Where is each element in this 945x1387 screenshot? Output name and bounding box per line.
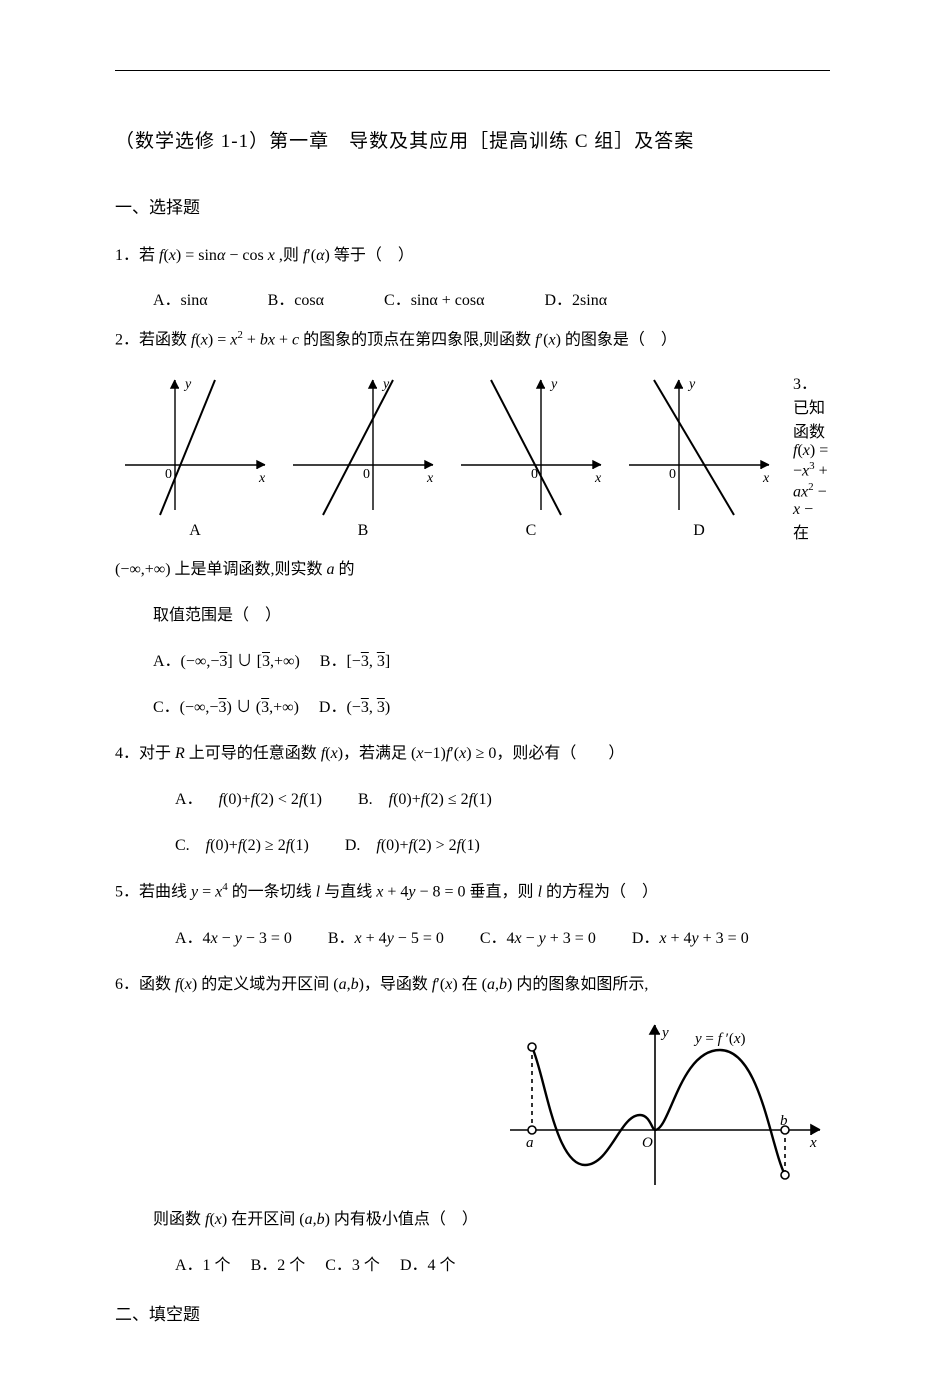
svg-text:x: x bbox=[594, 471, 602, 486]
q2-graph-C: 0 x y C bbox=[451, 370, 611, 540]
svg-text:y: y bbox=[183, 377, 192, 392]
q2-label-A: A bbox=[115, 522, 275, 540]
q2-graph-D: 0 x y D bbox=[619, 370, 779, 540]
q4-optB: B. f(0)+f(2) ≤ 2f(1) bbox=[358, 791, 492, 808]
q3-side-a: 3．已知 bbox=[793, 370, 830, 418]
q4-opts-row2: C. f(0)+f(2) ≥ 2f(1) D. f(0)+f(2) > 2f(1… bbox=[115, 830, 830, 862]
q5-opts: A．4x − y − 3 = 0 B．x + 4y − 5 = 0 C．4x −… bbox=[115, 923, 830, 955]
q1-stem: 1．若 f(x) = sinα − cos x ,则 f′(α) 等于（ ） bbox=[115, 240, 830, 272]
svg-text:0: 0 bbox=[669, 467, 676, 482]
q6-optC: C．3 个 bbox=[325, 1257, 380, 1274]
svg-text:y: y bbox=[549, 377, 558, 392]
q4-optD: D. f(0)+f(2) > 2f(1) bbox=[345, 837, 480, 854]
svg-text:y: y bbox=[381, 377, 390, 392]
q1-options: A．sinα B．cosα C．sinα + cosα D．2sinα bbox=[115, 286, 830, 310]
q6-optB: B．2 个 bbox=[251, 1257, 306, 1274]
q3-side-c: f(x) = −x3 + ax2 − x − bbox=[793, 442, 830, 519]
page: （数学选修 1-1）第一章 导数及其应用［提高训练 C 组］及答案 一、选择题 … bbox=[0, 0, 945, 1387]
q1-optD: D．2sinα bbox=[544, 286, 607, 310]
svg-text:0: 0 bbox=[531, 467, 538, 482]
q5-optA: A．4x − y − 3 = 0 bbox=[175, 930, 292, 947]
svg-text:y: y bbox=[660, 1025, 669, 1041]
q1-optB: B．cosα bbox=[268, 286, 324, 310]
q3-optD: D．(−3, 3) bbox=[319, 699, 390, 716]
svg-text:0: 0 bbox=[363, 467, 370, 482]
q6-optA: A．1 个 bbox=[175, 1257, 231, 1274]
q2-label-D: D bbox=[619, 522, 779, 540]
svg-text:x: x bbox=[762, 471, 770, 486]
document-title: （数学选修 1-1）第一章 导数及其应用［提高训练 C 组］及答案 bbox=[115, 126, 830, 153]
q2-graph-A: 0 x y A bbox=[115, 370, 275, 540]
q5-stem: 5．若曲线 y = x4 的一条切线 l 与直线 x + 4y − 8 = 0 … bbox=[115, 876, 830, 908]
q5-optD: D．x + 4y + 3 = 0 bbox=[632, 930, 749, 947]
svg-text:x: x bbox=[809, 1135, 817, 1151]
q3-side-text: 3．已知 函数 f(x) = −x3 + ax2 − x − 在 bbox=[787, 370, 830, 520]
q3-optC: C．(−∞,−3) ∪ (3,+∞) bbox=[153, 699, 299, 716]
svg-text:x: x bbox=[258, 471, 266, 486]
q6-line2: 则函数 f(x) 在开区间 (a,b) 内有极小值点（ ） bbox=[115, 1204, 830, 1236]
section-1-heading: 一、选择题 bbox=[115, 193, 830, 218]
q2-label-B: B bbox=[283, 522, 443, 540]
svg-text:y = f ′(x): y = f ′(x) bbox=[693, 1031, 746, 1047]
q1-optC: C．sinα + cosα bbox=[384, 286, 484, 310]
q3-line2: 取值范围是（ ） bbox=[115, 600, 830, 632]
svg-text:0: 0 bbox=[165, 467, 172, 482]
q6-stem: 6．函数 f(x) 的定义域为开区间 (a,b)，导函数 f′(x) 在 (a,… bbox=[115, 969, 830, 1001]
q5-optB: B．x + 4y − 5 = 0 bbox=[328, 930, 444, 947]
q3-side-d: 在 bbox=[793, 519, 830, 543]
svg-text:a: a bbox=[526, 1135, 534, 1151]
q2-graph-row: 0 x y A 0 x y B bbox=[115, 370, 830, 540]
q2-label-C: C bbox=[451, 522, 611, 540]
q3-opts-row1: A．(−∞,−3] ∪ [3,+∞) B．[−3, 3] bbox=[115, 646, 830, 678]
q2-graph-B: 0 x y B bbox=[283, 370, 443, 540]
q3-optA: A．(−∞,−3] ∪ [3,+∞) bbox=[153, 653, 300, 670]
q5-optC: C．4x − y + 3 = 0 bbox=[480, 930, 596, 947]
q4-optC: C. f(0)+f(2) ≥ 2f(1) bbox=[175, 837, 309, 854]
q4-stem: 4．对于 R 上可导的任意函数 f(x)，若满足 (x−1)f′(x) ≥ 0，… bbox=[115, 738, 830, 770]
q4-opts-row1: A． f(0)+f(2) < 2f(1) B. f(0)+f(2) ≤ 2f(1… bbox=[115, 784, 830, 816]
q3-line1: (−∞,+∞) 上是单调函数,则实数 a 的 bbox=[115, 554, 830, 586]
q6-opts: A．1 个 B．2 个 C．3 个 D．4 个 bbox=[115, 1250, 830, 1282]
svg-text:x: x bbox=[426, 471, 434, 486]
q3-opts-row2: C．(−∞,−3) ∪ (3,+∞) D．(−3, 3) bbox=[115, 692, 830, 724]
q1-optA: A．sinα bbox=[153, 286, 208, 310]
top-rule bbox=[115, 70, 830, 71]
svg-text:b: b bbox=[780, 1113, 788, 1129]
section-2-heading: 二、填空题 bbox=[115, 1300, 830, 1325]
q6-figure: y x O a b y = f ′(x) bbox=[115, 1015, 830, 1190]
svg-text:y: y bbox=[687, 377, 696, 392]
svg-text:O: O bbox=[642, 1135, 653, 1151]
q2-stem: 2．若函数 f(x) = x2 + bx + c 的图象的顶点在第四象限,则函数… bbox=[115, 324, 830, 356]
q3-side-b: 函数 bbox=[793, 418, 830, 442]
q4-optA: A． f(0)+f(2) < 2f(1) bbox=[175, 791, 322, 808]
q6-optD: D．4 个 bbox=[400, 1257, 456, 1274]
q3-optB: B．[−3, 3] bbox=[320, 653, 390, 670]
